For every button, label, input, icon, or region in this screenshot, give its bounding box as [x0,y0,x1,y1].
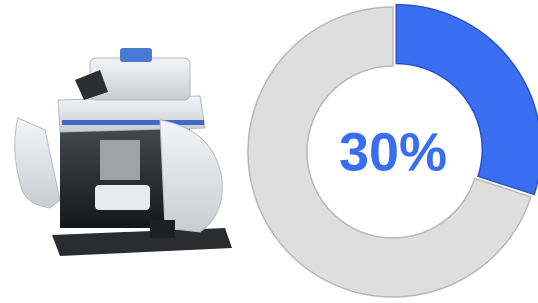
page: 30% (() => { const data = JSON.parse(doc… [0,0,538,303]
chart: 30% [0,0,538,303]
center-label: 30% [339,122,447,182]
microscope-illustration [15,48,232,256]
